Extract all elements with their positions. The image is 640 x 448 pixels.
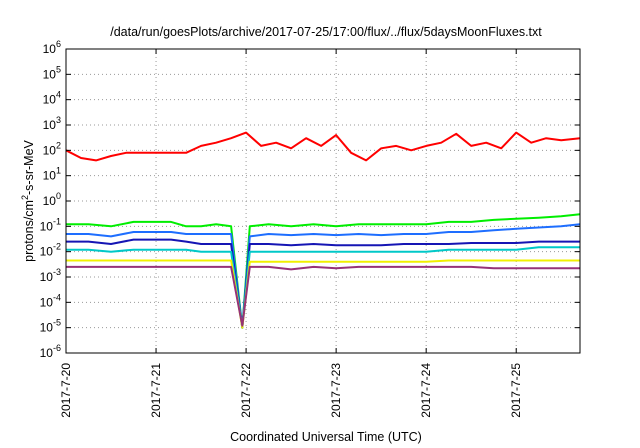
y-tick-label-exp: -5 — [53, 318, 61, 328]
series-line-7 — [66, 265, 580, 327]
y-axis-label: protons/cm2-s-sr-MeV — [20, 139, 36, 261]
y-axis-label-base: protons/cm — [22, 200, 36, 262]
y-tick-label-exp: -3 — [53, 267, 61, 277]
y-tick-label: 10-6 — [40, 343, 61, 360]
grid — [65, 49, 580, 353]
y-tick-label-exp: 0 — [56, 191, 61, 201]
y-tick-label-exp: -2 — [53, 242, 61, 252]
y-tick-label-base: 10 — [40, 346, 54, 360]
x-tick-label: 2017-7-23 — [329, 363, 343, 418]
y-tick-label-base: 10 — [40, 321, 54, 335]
y-tick-label: 100 — [43, 191, 61, 208]
y-tick-label: 10-5 — [40, 318, 61, 335]
series-line-5 — [66, 246, 580, 329]
series-line-6 — [66, 259, 580, 329]
chart-title: /data/run/goesPlots/archive/2017-07-25/1… — [110, 25, 542, 39]
y-tick-label-base: 10 — [40, 245, 54, 259]
y-tick-label: 10-4 — [40, 292, 61, 309]
y-tick-label-base: 10 — [43, 42, 57, 56]
x-tick-label: 2017-7-25 — [509, 363, 523, 418]
series-group — [65, 131, 581, 329]
x-tick-label: 2017-7-21 — [149, 363, 163, 418]
y-tick-label-exp: 1 — [56, 166, 61, 176]
series-line-3 — [66, 223, 581, 329]
series-line-1 — [65, 131, 581, 162]
y-tick-label-base: 10 — [40, 219, 54, 233]
series-line-4 — [66, 238, 580, 329]
y-tick-label-base: 10 — [40, 270, 54, 284]
x-tick-label: 2017-7-20 — [59, 363, 73, 418]
y-tick-label: 106 — [43, 39, 61, 56]
y-tick-label-exp: -1 — [53, 216, 61, 226]
y-tick-label: 10-1 — [40, 216, 61, 233]
y-tick-label-exp: 4 — [56, 90, 61, 100]
y-tick-label-base: 10 — [43, 67, 57, 81]
y-tick-label: 104 — [43, 90, 61, 107]
y-tick-label-base: 10 — [43, 93, 57, 107]
y-tick-label-exp: -6 — [53, 343, 61, 353]
y-tick-label-exp: 5 — [56, 64, 61, 74]
y-tick-label: 101 — [43, 166, 61, 183]
series-line-2 — [66, 213, 581, 329]
y-tick-label-base: 10 — [40, 295, 54, 309]
y-tick-label-exp: 2 — [56, 140, 61, 150]
y-tick-label: 105 — [43, 64, 61, 81]
axes: 10610510410310210110010-110-210-310-410-… — [40, 39, 580, 418]
y-axis-label-sup: 2 — [20, 195, 30, 200]
y-tick-label: 103 — [43, 115, 61, 132]
y-tick-label-base: 10 — [43, 143, 57, 157]
y-tick-label: 10-2 — [40, 242, 61, 259]
x-tick-label: 2017-7-24 — [419, 363, 433, 418]
y-tick-label-exp: 6 — [56, 39, 61, 49]
y-tick-label-exp: -4 — [53, 292, 61, 302]
y-tick-label-exp: 3 — [56, 115, 61, 125]
x-tick-label: 2017-7-22 — [239, 363, 253, 418]
y-tick-label: 102 — [43, 140, 61, 157]
y-tick-label-base: 10 — [43, 118, 57, 132]
y-tick-label-base: 10 — [43, 169, 57, 183]
y-tick-label-base: 10 — [43, 194, 57, 208]
x-axis-label: Coordinated Universal Time (UTC) — [230, 430, 422, 444]
y-axis-label-rest: -s-sr-MeV — [22, 139, 36, 195]
y-tick-label: 10-3 — [40, 267, 61, 284]
